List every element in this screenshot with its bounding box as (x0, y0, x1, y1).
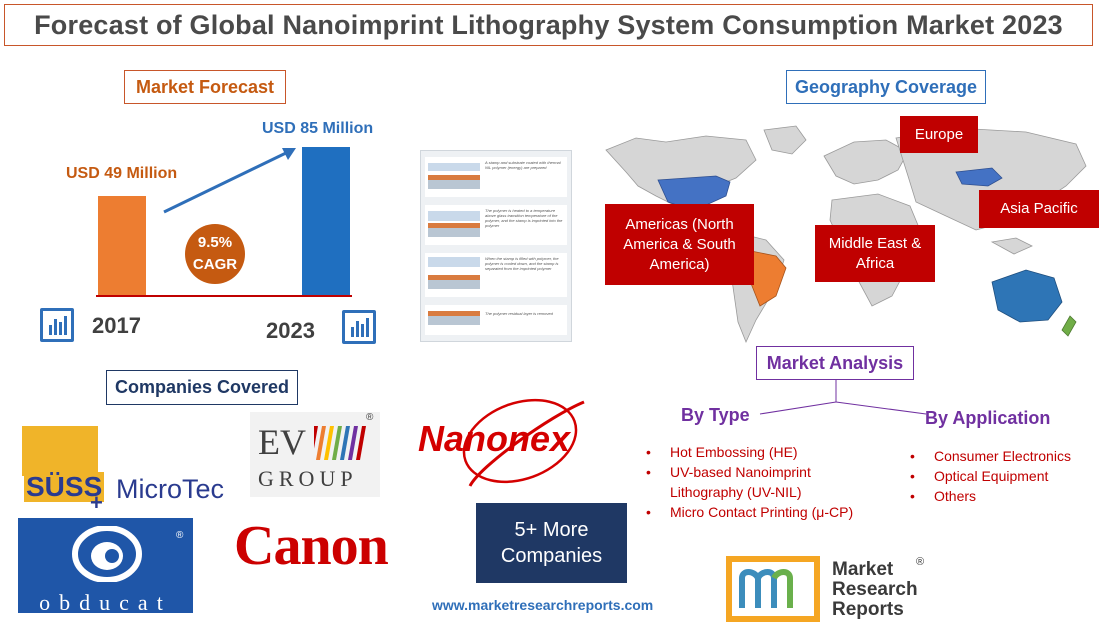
obducat-eye-icon (72, 526, 142, 582)
website-link[interactable]: www.marketresearchreports.com (432, 597, 654, 613)
region-label-asia-pacific: Asia Pacific (979, 190, 1099, 228)
by-type-heading: By Type (681, 405, 750, 425)
suss-microtec-logo: SÜSS MicroTec + (20, 426, 224, 515)
mrr-logo-line3: Reports (832, 599, 904, 620)
list-item: UV-based Nanoimprint Lithography (UV-NIL… (644, 462, 858, 502)
mrr-logo-mark (726, 556, 820, 622)
companies-heading: Companies Covered (106, 370, 298, 405)
region-label-americas: Americas (North America & South America) (605, 204, 754, 285)
more-companies-label: 5+ More Companies (500, 519, 603, 567)
list-item: Micro Contact Printing (μ-CP) (644, 502, 858, 522)
region-label-europe: Europe (900, 116, 978, 153)
list-item: Optical Equipment (908, 466, 1094, 486)
by-application-list: Consumer Electronics Optical Equipment O… (908, 446, 1094, 506)
europe-landmass (823, 139, 909, 185)
ev-group-stripes-icon (314, 426, 366, 460)
obducat-logo: ® obducat (18, 518, 193, 615)
list-item: Consumer Electronics (908, 446, 1094, 466)
by-type-list: Hot Embossing (HE) UV-based Nanoimprint … (644, 442, 858, 522)
page-title: Forecast of Global Nanoimprint Lithograp… (34, 9, 1063, 40)
mrr-logo-line1: Market (832, 559, 894, 580)
more-companies-box: 5+ More Companies (476, 503, 627, 583)
title-box: Forecast of Global Nanoimprint Lithograp… (4, 4, 1093, 46)
nanonex-swoosh-icon (462, 398, 585, 487)
mrr-logo: Market ® Research Reports (722, 556, 952, 624)
process-step-3: When the stamp is filled with polymer, t… (425, 253, 567, 297)
value-2023-label: USD 85 Million (262, 120, 374, 137)
process-step-1: A stamp and substrate coated with therma… (425, 157, 567, 197)
canon-logo: Canon (234, 515, 389, 577)
year-2017-label: 2017 (92, 313, 141, 338)
geography-heading: Geography Coverage (786, 70, 986, 104)
analysis-connectors (759, 380, 927, 415)
ev-group-bottom: GROUP (258, 466, 358, 491)
cagr-circle (185, 224, 245, 284)
obducat-reg: ® (176, 530, 184, 541)
bar-chart-icon-right (342, 310, 376, 344)
ev-group-reg: ® (366, 412, 374, 423)
suss-product: MicroTec (116, 474, 225, 504)
mrr-logo-line2: Research (832, 579, 918, 600)
region-label-middle-east-africa: Middle East & Africa (815, 225, 935, 282)
usa-highlight (657, 175, 731, 209)
bar-2017 (98, 196, 146, 296)
obducat-name: obducat (39, 590, 172, 615)
by-application-heading: By Application (925, 408, 1051, 428)
growth-arrow-head (282, 148, 296, 160)
nanonex-logo: Nanonex (418, 418, 571, 459)
australia-highlight (991, 269, 1063, 323)
market-analysis-heading: Market Analysis (756, 346, 914, 380)
greenland-landmass (763, 125, 807, 155)
growth-arrow (163, 150, 289, 214)
suss-logo-square (22, 426, 98, 476)
sea-islands (990, 237, 1033, 255)
ev-group-logo: EV ® GROUP (250, 412, 380, 497)
bar-2023 (302, 147, 350, 296)
cagr-label: CAGR (192, 256, 238, 273)
list-item: Hot Embossing (HE) (644, 442, 858, 462)
mrr-logo-reg: ® (916, 556, 925, 568)
market-forecast-heading: Market Forecast (124, 70, 286, 104)
ev-group-top: EV (258, 422, 306, 462)
suss-brand: SÜSS (24, 471, 105, 502)
suss-plus: + (90, 490, 103, 515)
mongolia-highlight (955, 167, 1003, 187)
value-2017-label: USD 49 Million (66, 165, 178, 182)
cagr-value: 9.5% (197, 234, 233, 251)
mrr-m-icon (739, 569, 793, 608)
nil-process-diagram: A stamp and substrate coated with therma… (420, 150, 572, 342)
new-zealand-highlight (1061, 315, 1077, 337)
bar-chart-icon-left (40, 308, 74, 342)
process-step-2: The polymer is heated to a temperature a… (425, 205, 567, 245)
year-2023-label: 2023 (266, 318, 315, 343)
process-step-4: The polymer residual layer is removed (425, 305, 567, 335)
list-item: Others (908, 486, 1094, 506)
forecast-chart (96, 147, 352, 297)
